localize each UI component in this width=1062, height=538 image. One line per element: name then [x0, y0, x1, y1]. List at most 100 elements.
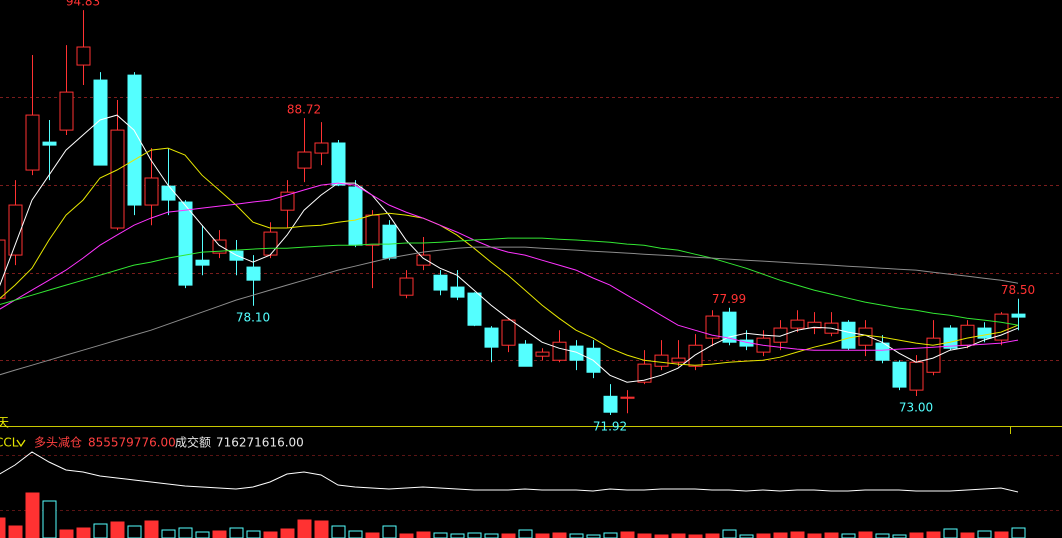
candle-body — [705, 315, 720, 339]
candle-body — [654, 354, 669, 367]
candle-body — [212, 239, 227, 254]
volume-bar — [926, 531, 941, 538]
indicator-value: 716271616.00 — [216, 436, 304, 450]
volume-bar — [484, 533, 499, 538]
candle-body — [127, 74, 142, 206]
candle-body — [25, 114, 40, 171]
volume-bar — [331, 525, 346, 538]
candle-body — [195, 259, 210, 266]
candle-body — [314, 142, 329, 154]
volume-bar — [977, 530, 992, 538]
volume-bar — [246, 530, 261, 538]
candle-body — [467, 292, 482, 326]
volume-bar — [416, 531, 431, 538]
candle-body — [688, 344, 703, 367]
volume-bar — [399, 533, 414, 538]
volume-bar — [858, 531, 873, 538]
candle-body — [59, 91, 74, 131]
volume-bar — [433, 532, 448, 538]
candle-body — [280, 191, 295, 211]
moving-average — [0, 182, 1019, 351]
volume-bar — [450, 533, 465, 538]
high-label: 88.72 — [287, 103, 321, 117]
candle-body — [773, 327, 788, 343]
volume-bar — [739, 534, 754, 538]
candle-body — [450, 286, 465, 298]
candle-body — [518, 343, 533, 367]
volume-bar — [348, 530, 363, 538]
high-label: 94.83 — [66, 0, 100, 9]
candle-body — [722, 311, 737, 343]
candle-body — [263, 231, 278, 256]
candle-body — [535, 351, 550, 357]
volume-bar — [637, 533, 652, 538]
volume-bar — [722, 529, 737, 538]
candle-body — [671, 357, 686, 363]
candle-body — [1011, 313, 1026, 318]
volume-bar — [892, 534, 907, 538]
volume-bar — [688, 534, 703, 538]
volume-bar — [467, 532, 482, 538]
volume-bar — [518, 529, 533, 538]
candle-body — [110, 129, 125, 229]
volume-bar — [654, 534, 669, 538]
candle-body — [637, 363, 652, 383]
volume-bar — [909, 532, 924, 538]
candle-body — [892, 361, 907, 388]
candle-body — [297, 151, 312, 169]
candle-body — [246, 266, 261, 281]
candle-body — [433, 274, 448, 291]
candle-body — [569, 345, 584, 361]
candle-body — [807, 321, 822, 329]
candle-body — [620, 396, 635, 399]
candle-body — [365, 214, 380, 246]
dropdown-arrow[interactable] — [16, 439, 26, 448]
volume-bar — [756, 533, 771, 538]
volume-bar — [1011, 527, 1026, 538]
volume-bar — [671, 533, 686, 538]
candle-body — [331, 142, 346, 186]
indicator-name: 成交额 — [175, 435, 211, 450]
volume-bar — [280, 528, 295, 538]
volume-bar — [229, 527, 244, 538]
moving-average — [0, 246, 1019, 376]
candle-body — [42, 141, 57, 146]
moving-average — [0, 114, 1019, 383]
candle-body — [484, 327, 499, 348]
volume-bar — [552, 532, 567, 538]
volume-bar — [501, 533, 516, 538]
candle-body — [144, 177, 159, 206]
candle-body — [161, 185, 176, 201]
volume-bar — [603, 532, 618, 538]
candle-body — [977, 327, 992, 339]
volume-bar — [0, 517, 6, 538]
volume-bar — [178, 527, 193, 538]
volume-bar — [297, 519, 312, 538]
candle-body — [909, 361, 924, 391]
indicator-name: 多头减仓 — [34, 436, 82, 450]
volume-bar — [807, 533, 822, 538]
candle-body — [960, 324, 975, 346]
volume-bar — [314, 520, 329, 538]
volume-bar — [76, 527, 91, 538]
low-label: 73.00 — [899, 400, 933, 414]
candle-body — [841, 321, 856, 349]
indicator-value: 855579776.00 — [88, 436, 176, 450]
volume-bar — [365, 532, 380, 538]
candle-body — [790, 319, 805, 329]
volume-bar — [110, 521, 125, 538]
indicator-line — [0, 451, 1019, 493]
period-label: 天 — [0, 416, 9, 430]
volume-bar — [144, 520, 159, 538]
volume-bar — [841, 533, 856, 538]
volume-bar — [93, 523, 108, 538]
volume-bar — [569, 533, 584, 538]
volume-bar — [212, 530, 227, 538]
volume-bar — [773, 532, 788, 538]
candle-body — [943, 327, 958, 349]
candle-body — [8, 204, 23, 256]
volume-bar — [59, 529, 74, 538]
candle-body — [399, 277, 414, 296]
